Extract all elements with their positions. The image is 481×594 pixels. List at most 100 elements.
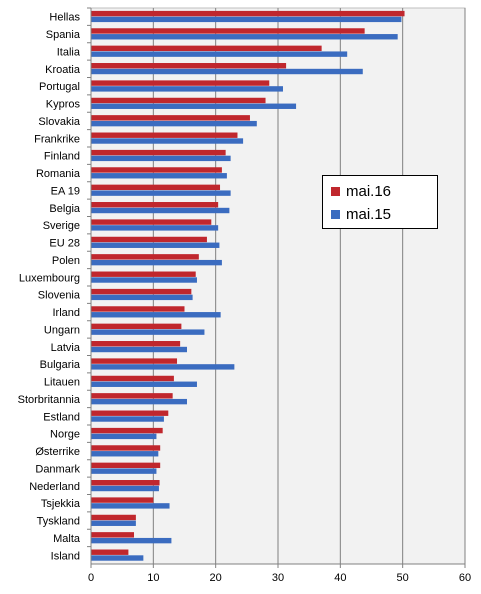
bar-mai.16-Ungarn <box>91 323 182 330</box>
legend-item-series-1: mai.16 <box>331 181 391 201</box>
bar-mai.16-Tyskland <box>91 514 136 521</box>
bar-mai.16-Estland <box>91 410 169 416</box>
bar-mai.15-EU 28 <box>91 242 220 248</box>
bar-mai.15-Nederland <box>91 485 159 492</box>
bar-mai.16-Slovenia <box>91 288 192 295</box>
category-label: Spania <box>46 29 81 41</box>
category-label: Hellas <box>49 12 80 24</box>
bar-mai.16-Belgia <box>91 202 219 208</box>
x-tick-label: 30 <box>272 572 284 584</box>
bar-mai.15-Kypros <box>91 103 297 109</box>
x-tick-label: 40 <box>334 572 346 584</box>
bar-mai.15-Romania <box>91 173 227 179</box>
x-tick-label: 10 <box>147 572 159 584</box>
category-label: Danmark <box>35 463 80 475</box>
category-label: Sverige <box>43 220 80 232</box>
category-label: Storbritannia <box>18 394 81 406</box>
bar-mai.15-Ungarn <box>91 329 205 335</box>
category-label: Tsjekkia <box>41 498 81 510</box>
bar-mai.15-Belgia <box>91 207 230 214</box>
bar-mai.15-Estland <box>91 416 164 422</box>
bar-mai.16-Portugal <box>91 80 270 86</box>
category-label: Portugal <box>39 81 80 93</box>
category-label: Romania <box>36 168 81 180</box>
legend-label-series-1: mai.16 <box>346 182 392 200</box>
bar-mai.15-Latvia <box>91 346 187 353</box>
category-label: EU 28 <box>49 238 80 250</box>
bar-mai.16-Romania <box>91 167 222 173</box>
bar-mai.15-Island <box>91 555 144 561</box>
x-tick-label: 50 <box>397 572 409 584</box>
category-label: Ungarn <box>44 324 80 336</box>
bar-mai.16-Litauen <box>91 375 174 382</box>
category-label: Litauen <box>44 377 80 389</box>
bar-mai.16-Latvia <box>91 341 181 347</box>
legend-swatch-series-1 <box>331 186 340 196</box>
bar-mai.15-Litauen <box>91 381 197 387</box>
category-label: Bulgaria <box>40 359 81 371</box>
category-label: Finland <box>44 151 80 163</box>
bar-mai.15-Sverige <box>91 225 219 231</box>
bar-mai.16-Nederland <box>91 480 160 486</box>
bar-mai.16-Hellas <box>91 10 405 17</box>
bar-mai.16-Frankrike <box>91 132 238 138</box>
bar-mai.16-EU 28 <box>91 236 207 243</box>
bar-mai.16-Malta <box>91 532 135 538</box>
category-label: Italia <box>57 46 81 58</box>
bar-mai.15-Slovenia <box>91 294 193 301</box>
x-tick-label: 20 <box>210 572 222 584</box>
category-label: Polen <box>52 255 80 267</box>
x-tick-label: 60 <box>459 572 471 584</box>
category-label: Malta <box>53 533 81 545</box>
bar-mai.16-Spania <box>91 28 365 34</box>
bar-mai.16-Irland <box>91 306 185 312</box>
legend-swatch-series-2 <box>331 209 340 219</box>
bar-mai.15-Bulgaria <box>91 364 235 370</box>
bar-mai.16-Kypros <box>91 97 266 104</box>
category-label: Østerrike <box>35 446 80 458</box>
bar-mai.15-Slovakia <box>91 120 257 127</box>
legend-item-series-2: mai.15 <box>331 204 391 224</box>
x-tick-label: 0 <box>88 572 94 584</box>
category-label: Slovenia <box>38 290 81 302</box>
bar-mai.15-Tyskland <box>91 520 136 526</box>
legend-label-series-2: mai.15 <box>346 205 392 223</box>
bar-mai.16-Island <box>91 549 129 555</box>
bar-mai.16-Storbritannia <box>91 393 173 399</box>
bar-mai.15-Polen <box>91 259 222 266</box>
bar-mai.16-Finland <box>91 149 226 156</box>
bar-mai.15-Kroatia <box>91 68 363 75</box>
category-label: Kroatia <box>45 64 81 76</box>
category-label: Nederland <box>29 481 80 493</box>
bar-mai.15-Malta <box>91 537 172 544</box>
category-label: Estland <box>43 411 80 423</box>
bar-mai.15-Spania <box>91 34 398 40</box>
category-label: EA 19 <box>51 185 80 197</box>
category-label: Luxembourg <box>19 272 80 284</box>
bar-mai.15-Østerrike <box>91 451 159 457</box>
bar-mai.16-Østerrike <box>91 445 161 451</box>
category-label: Tyskland <box>37 516 80 528</box>
legend: mai.16 mai.15 <box>322 175 438 229</box>
bar-mai.15-Danmark <box>91 468 157 474</box>
bar-mai.15-Irland <box>91 312 221 318</box>
category-label: Frankrike <box>34 133 80 145</box>
bar-mai.16-Tsjekkia <box>91 497 154 503</box>
bar-mai.16-Slovakia <box>91 115 250 121</box>
bar-mai.15-Italia <box>91 51 348 57</box>
bar-mai.15-Tsjekkia <box>91 503 170 509</box>
bar-mai.15-Norge <box>91 433 157 440</box>
bar-mai.16-Sverige <box>91 219 212 225</box>
bar-mai.16-Norge <box>91 427 163 434</box>
bar-mai.16-Polen <box>91 254 199 260</box>
bar-mai.16-Kroatia <box>91 63 287 69</box>
bar-mai.16-Danmark <box>91 462 161 469</box>
bar-mai.15-Hellas <box>91 16 402 23</box>
bar-mai.15-Finland <box>91 155 231 162</box>
bar-mai.15-Luxembourg <box>91 277 197 283</box>
bar-mai.16-Luxembourg <box>91 271 196 277</box>
category-label: Kypros <box>46 99 81 111</box>
bar-mai.16-EA 19 <box>91 184 221 191</box>
